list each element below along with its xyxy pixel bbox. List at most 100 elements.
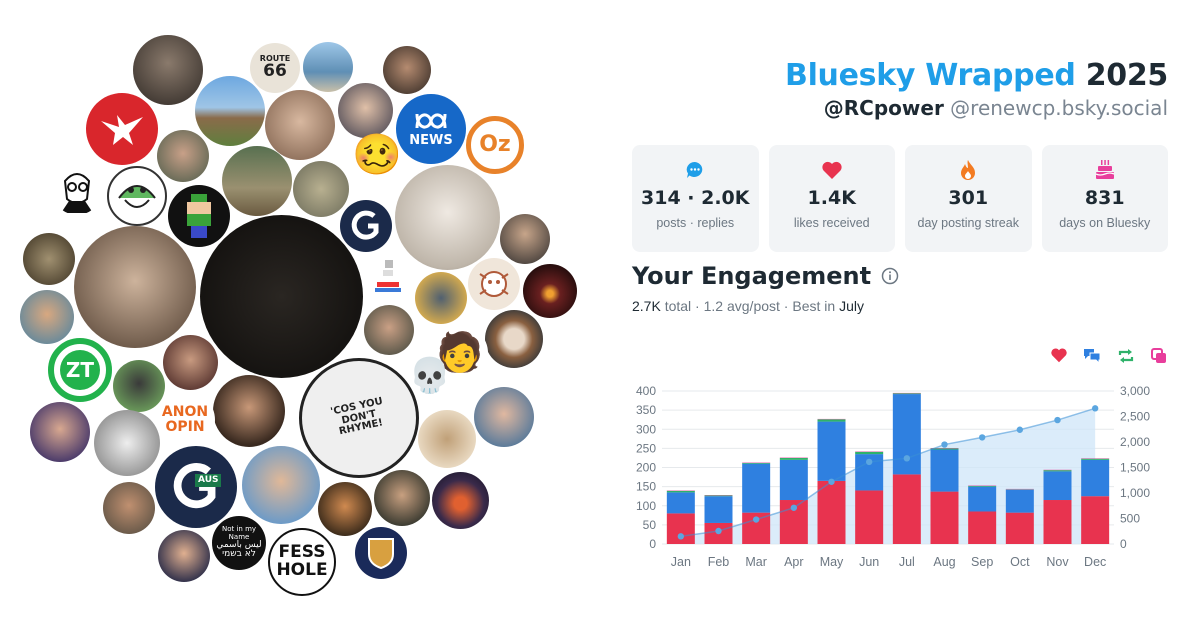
avatar[interactable]: [364, 305, 414, 355]
avatar[interactable]: [113, 360, 165, 412]
display-handle[interactable]: @RCpower: [823, 96, 944, 120]
bar-likes: [1043, 500, 1072, 544]
avatar[interactable]: AUS: [155, 446, 237, 528]
avatar[interactable]: [74, 226, 196, 348]
bar-replies: [892, 394, 921, 475]
avatar[interactable]: 💀: [408, 355, 452, 399]
x-tick-label: May: [820, 555, 844, 569]
avatar[interactable]: [195, 76, 265, 146]
x-tick-label: Dec: [1084, 555, 1106, 569]
fess-logo-text: FESS: [278, 542, 326, 563]
engagement-total: 2.7K: [632, 298, 661, 314]
cumulative-point: [752, 516, 760, 523]
abc-logo-icon: [415, 113, 447, 129]
zt-logo-text: ZT: [60, 350, 100, 390]
repost-icon[interactable]: [1116, 347, 1136, 365]
avatar[interactable]: NEWS: [396, 94, 466, 164]
info-icon[interactable]: [881, 267, 899, 285]
avatar[interactable]: [383, 46, 431, 94]
avatar[interactable]: [303, 42, 353, 92]
bar-likes: [1005, 512, 1034, 544]
avatar[interactable]: 🥴: [352, 130, 402, 180]
stat-days: 831 days on Bluesky: [1041, 145, 1168, 252]
x-tick-label: Nov: [1046, 555, 1069, 569]
bar-reposts: [968, 485, 997, 487]
avatar[interactable]: [20, 290, 74, 344]
bar-reposts: [892, 393, 921, 395]
avatar[interactable]: [366, 254, 410, 298]
bar-reposts: [779, 457, 808, 460]
separator: ·: [691, 298, 704, 314]
avatar[interactable]: Oz: [466, 116, 524, 174]
pixel-boat-icon: [375, 260, 401, 292]
avatar[interactable]: ROUTE 66: [250, 43, 300, 93]
crest-logo-icon: [368, 538, 394, 570]
bar-replies: [1081, 459, 1110, 497]
pixel-character-icon: [187, 194, 211, 238]
avatar[interactable]: 🧑: [432, 325, 488, 381]
avatar[interactable]: [474, 387, 534, 447]
avatar[interactable]: [86, 93, 158, 165]
bar-reposts: [704, 495, 733, 497]
avatar[interactable]: [157, 130, 209, 182]
avatar[interactable]: [418, 410, 476, 468]
comic-speech-text: 'COS YOU DON'T RHYME!: [329, 396, 385, 438]
quote-icon[interactable]: [1150, 347, 1168, 365]
avatar[interactable]: FESS HOLE: [268, 528, 336, 596]
bar-likes: [930, 491, 959, 544]
avatar[interactable]: [103, 482, 155, 534]
avatar[interactable]: [500, 214, 550, 264]
avatar[interactable]: [468, 258, 520, 310]
avatar[interactable]: [293, 161, 349, 217]
x-tick-label: Oct: [1010, 555, 1030, 569]
avatar[interactable]: [355, 527, 407, 579]
avatar[interactable]: 'COS YOU DON'T RHYME!: [299, 358, 419, 478]
avatar[interactable]: [53, 167, 101, 215]
eagle-logo-icon: [101, 115, 143, 145]
avatar[interactable]: [523, 264, 577, 318]
account-handle[interactable]: @renewcp.bsky.social: [950, 96, 1168, 120]
bar-reposts: [666, 490, 695, 493]
stat-label: posts · replies: [656, 216, 735, 230]
stat-value: 831: [1084, 187, 1125, 209]
avatar[interactable]: [30, 402, 90, 462]
avatar[interactable]: [318, 482, 372, 536]
avatar[interactable]: [200, 215, 363, 378]
bar-reposts: [1043, 470, 1072, 472]
year-label: 2025: [1085, 58, 1169, 93]
avatar[interactable]: ANON OPIN: [155, 390, 215, 450]
avatar[interactable]: Not in my Name ليس باسمي לא בשמי: [212, 516, 266, 570]
heart-icon[interactable]: [1050, 347, 1068, 363]
avatar[interactable]: [374, 470, 430, 526]
avatar[interactable]: [242, 446, 320, 524]
avatar[interactable]: [23, 233, 75, 285]
avatar-cluster: ROUTE 66 NEWS Oz 🥴: [20, 35, 577, 596]
avatar[interactable]: [415, 272, 467, 324]
engagement-heading: Your Engagement: [632, 262, 899, 290]
route-sign-label: ROUTE: [259, 53, 291, 63]
avatar[interactable]: ZT: [48, 338, 112, 402]
avatar[interactable]: [265, 90, 335, 160]
avatar[interactable]: [163, 335, 218, 390]
x-tick-label: Jan: [671, 555, 691, 569]
avatar[interactable]: [133, 35, 203, 105]
avatar[interactable]: [94, 410, 160, 476]
avatar[interactable]: [168, 185, 230, 247]
avatar[interactable]: [222, 146, 292, 216]
avatar[interactable]: [340, 200, 392, 252]
avatar[interactable]: [432, 472, 489, 529]
stat-value: 301: [948, 187, 989, 209]
y-tick-label: 200: [636, 461, 656, 475]
cumulative-point: [677, 533, 685, 540]
avatar[interactable]: [395, 165, 500, 270]
y-tick-label: 350: [636, 403, 656, 417]
reply-bubbles-icon[interactable]: [1082, 347, 1102, 365]
avatar[interactable]: [107, 166, 167, 226]
avatar[interactable]: [338, 83, 393, 138]
avatar[interactable]: [485, 310, 543, 368]
engagement-total-word: total: [664, 298, 692, 314]
cumulative-point: [715, 527, 722, 535]
avatar[interactable]: [158, 530, 210, 582]
aus-badge: AUS: [195, 474, 222, 488]
avatar[interactable]: [213, 375, 285, 447]
